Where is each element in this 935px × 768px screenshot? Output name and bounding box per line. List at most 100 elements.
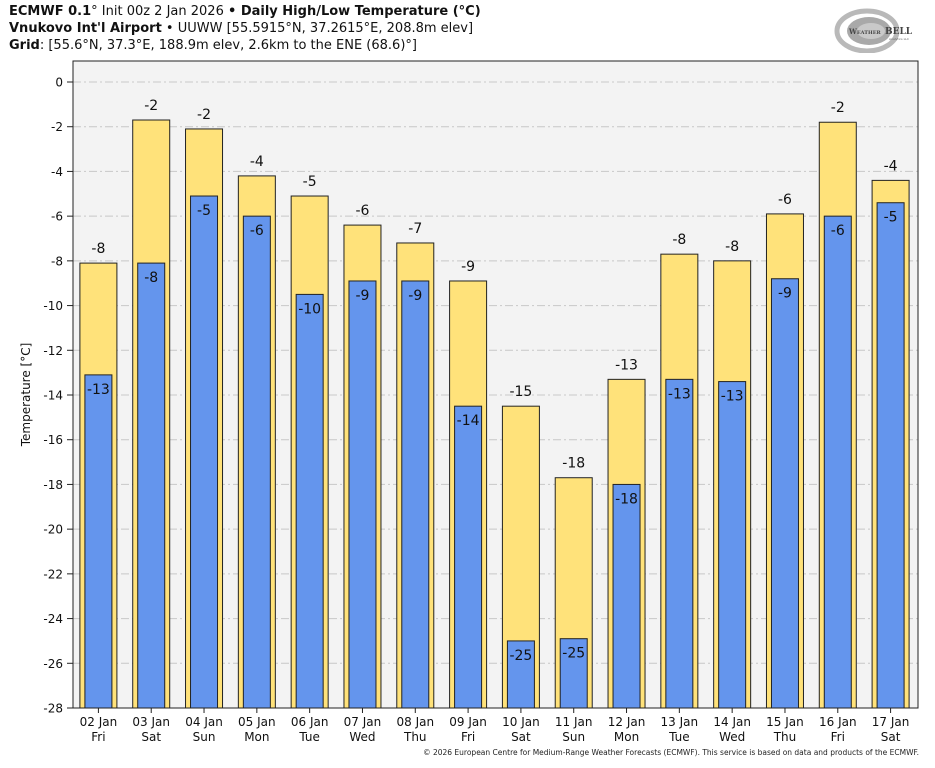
swirl-logo-icon bbox=[834, 8, 900, 53]
x-tick-date: 09 Jan bbox=[449, 715, 487, 729]
low-value-label: -5 bbox=[884, 210, 898, 226]
station-info: • UUWW [55.5915°N, 37.2615°E, 208.8m ele… bbox=[161, 21, 474, 36]
low-value-label: -13 bbox=[668, 386, 691, 402]
low-bar bbox=[295, 293, 324, 709]
high-value-label: -15 bbox=[509, 384, 532, 400]
low-value-label: -5 bbox=[197, 203, 211, 219]
low-value-label: -9 bbox=[355, 288, 369, 304]
chart-title: Daily High/Low Temperature (°C) bbox=[236, 4, 481, 19]
low-bar bbox=[84, 374, 113, 709]
low-bar bbox=[506, 640, 535, 709]
high-value-label: -13 bbox=[615, 357, 638, 373]
y-tick-label: -10 bbox=[43, 299, 63, 313]
low-bar bbox=[242, 215, 271, 709]
low-value-label: -8 bbox=[144, 270, 158, 286]
model-deg: ° bbox=[91, 4, 98, 19]
y-tick-label: -24 bbox=[43, 612, 63, 626]
model-name: ECMWF 0.1 bbox=[9, 4, 92, 19]
low-bar bbox=[137, 262, 166, 709]
copyright-footer: © 2026 European Centre for Medium-Range … bbox=[423, 748, 919, 757]
bullet: • bbox=[227, 4, 237, 19]
x-tick-weekday: Sun bbox=[562, 730, 585, 744]
low-value-label: -13 bbox=[87, 382, 110, 398]
high-value-label: -7 bbox=[408, 221, 422, 237]
x-tick-date: 17 Jan bbox=[872, 715, 910, 729]
high-value-label: -6 bbox=[355, 203, 369, 219]
y-tick-label: -22 bbox=[43, 567, 63, 581]
x-tick-weekday: Tue bbox=[298, 730, 320, 744]
x-tick-date: 13 Jan bbox=[661, 715, 699, 729]
low-bar bbox=[401, 280, 430, 709]
high-value-label: -6 bbox=[778, 192, 792, 208]
low-value-label: -9 bbox=[408, 288, 422, 304]
x-tick-date: 12 Jan bbox=[608, 715, 646, 729]
low-value-label: -6 bbox=[831, 223, 845, 239]
chart-title-line: ECMWF 0.1° Init 00z 2 Jan 2026 • Daily H… bbox=[9, 4, 481, 20]
low-bar bbox=[612, 483, 641, 709]
low-bar bbox=[770, 278, 799, 709]
high-value-label: -4 bbox=[250, 154, 264, 170]
y-tick-label: -20 bbox=[43, 523, 63, 537]
x-tick-date: 02 Jan bbox=[80, 715, 118, 729]
high-value-label: -8 bbox=[672, 232, 686, 248]
x-tick-date: 04 Jan bbox=[185, 715, 223, 729]
low-bar bbox=[348, 280, 377, 709]
svg-text:WEATHER: WEATHER bbox=[848, 27, 882, 36]
low-value-label: -14 bbox=[457, 413, 480, 429]
y-tick-label: -12 bbox=[43, 344, 63, 358]
weatherbell-logo: WEATHER BELL Analytics LLC bbox=[834, 8, 913, 53]
high-value-label: -5 bbox=[303, 174, 317, 190]
low-bar bbox=[559, 638, 588, 709]
low-bar bbox=[876, 202, 905, 709]
logo-subtext: Analytics LLC bbox=[889, 37, 909, 41]
x-tick-date: 10 Jan bbox=[502, 715, 540, 729]
high-value-label: -2 bbox=[197, 107, 211, 123]
x-tick-date: 16 Jan bbox=[819, 715, 857, 729]
x-tick-weekday: Mon bbox=[244, 730, 269, 744]
station-line: Vnukovo Int'l Airport • UUWW [55.5915°N,… bbox=[9, 21, 473, 37]
station-name: Vnukovo Int'l Airport bbox=[9, 21, 162, 36]
low-bar bbox=[823, 215, 852, 709]
grid-line: Grid: [55.6°N, 37.3°E, 188.9m elev, 2.6k… bbox=[9, 38, 417, 54]
x-tick-weekday: Mon bbox=[614, 730, 639, 744]
y-tick-label: -16 bbox=[43, 433, 63, 447]
high-value-label: -9 bbox=[461, 259, 475, 275]
high-value-label: -18 bbox=[562, 456, 585, 472]
x-tick-weekday: Sun bbox=[193, 730, 216, 744]
x-tick-date: 07 Jan bbox=[344, 715, 382, 729]
x-tick-weekday: Wed bbox=[349, 730, 375, 744]
high-value-label: -8 bbox=[91, 241, 105, 257]
low-value-label: -10 bbox=[298, 301, 321, 317]
x-tick-date: 15 Jan bbox=[766, 715, 804, 729]
y-axis-label: Temperature [°C] bbox=[19, 343, 33, 448]
x-tick-weekday: Thu bbox=[403, 730, 427, 744]
y-tick-label: -8 bbox=[51, 254, 63, 268]
logo-text: BELL bbox=[885, 27, 913, 37]
bars: -8 -13 -2 -8 -2 -5 -4 -6 -5 -10 -6 -9 -7 -9 -9 -14 -15 -2… bbox=[79, 98, 910, 709]
plot-frame bbox=[72, 60, 919, 709]
low-bar bbox=[190, 195, 219, 709]
low-value-label: -18 bbox=[615, 491, 638, 507]
y-axis: 0 -2 -4 -6 -8 -10 -12 -14 -16 -18 -20 -22 -24 -26 -28 bbox=[43, 76, 73, 716]
grid-label: Grid bbox=[9, 38, 40, 53]
init-time: Init 00z 2 Jan 2026 bbox=[97, 4, 228, 19]
low-bar bbox=[454, 405, 483, 709]
y-tick-label: -2 bbox=[51, 120, 63, 134]
y-tick-label: -28 bbox=[43, 702, 63, 716]
y-tick-label: -4 bbox=[51, 165, 63, 179]
y-tick-label: -18 bbox=[43, 478, 63, 492]
low-value-label: -9 bbox=[778, 286, 792, 302]
y-tick-label: 0 bbox=[55, 76, 63, 90]
low-value-label: -25 bbox=[562, 646, 585, 662]
x-tick-date: 06 Jan bbox=[291, 715, 329, 729]
y-tick-label: -26 bbox=[43, 657, 63, 671]
low-value-label: -6 bbox=[250, 223, 264, 239]
x-tick-weekday: Thu bbox=[773, 730, 797, 744]
x-tick-date: 11 Jan bbox=[555, 715, 593, 729]
low-value-label: -25 bbox=[509, 648, 532, 664]
x-tick-date: 08 Jan bbox=[396, 715, 434, 729]
x-tick-date: 05 Jan bbox=[238, 715, 276, 729]
x-tick-weekday: Fri bbox=[831, 730, 845, 744]
